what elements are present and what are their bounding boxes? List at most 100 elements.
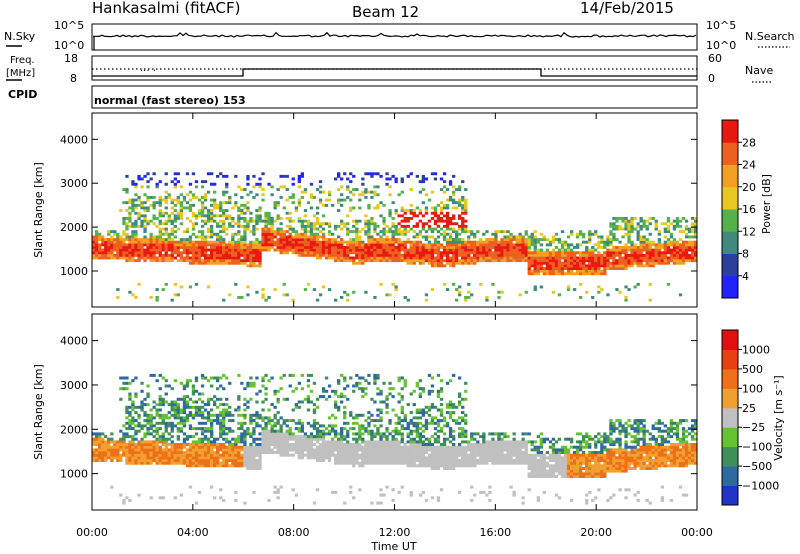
heatmap-cell [445, 198, 450, 202]
heatmap-cell [430, 251, 435, 255]
heatmap-cell [140, 453, 144, 457]
heatmap-cell [687, 256, 692, 260]
heatmap-cell [557, 293, 562, 297]
heatmap-cell [527, 235, 531, 239]
heatmap-cell [309, 451, 314, 454]
heatmap-cell [367, 251, 371, 255]
heatmap-cell [397, 230, 401, 234]
heatmap-cell [255, 243, 259, 247]
cpid-label: CPID [8, 88, 37, 101]
heatmap-cell [297, 217, 301, 220]
heatmap-cell [270, 246, 274, 249]
heatmap-cell [261, 443, 265, 446]
heatmap-cell [240, 445, 244, 449]
heatmap-cell [352, 261, 356, 265]
heatmap-cell [219, 256, 223, 260]
heatmap-cell [170, 180, 174, 184]
heatmap-cell [176, 411, 180, 415]
heatmap-cell [273, 445, 277, 449]
heatmap-cell [128, 459, 132, 462]
heatmap-cell [173, 405, 177, 409]
heatmap-cell [376, 413, 380, 417]
heatmap-cell [445, 211, 450, 215]
heatmap-cell [137, 256, 141, 260]
heatmap-cell [349, 427, 353, 431]
heatmap-cell [409, 256, 413, 260]
heatmap-cell [276, 419, 280, 423]
heatmap-cell [258, 467, 262, 470]
heatmap-cell [406, 432, 410, 436]
heatmap-cell [542, 256, 546, 260]
heatmap-cell [346, 461, 350, 465]
heatmap-cell [291, 435, 295, 439]
heatmap-cell [164, 451, 168, 454]
heatmap-cell [246, 253, 250, 257]
heatmap-cell [424, 421, 429, 425]
heatmap-cell [415, 224, 419, 228]
heatmap-cell [225, 261, 229, 265]
heatmap-cell [367, 235, 371, 239]
heatmap-cell [397, 400, 401, 404]
heatmap-cell [261, 451, 265, 454]
heatmap-cell [557, 272, 562, 276]
heatmap-cell [654, 222, 658, 226]
heatmap-cell [364, 224, 368, 228]
heatmap-cell [249, 248, 253, 252]
heatmap-cell [104, 243, 108, 247]
heatmap-cell [334, 253, 338, 257]
heatmap-cell [203, 243, 208, 247]
heatmap-cell [364, 196, 368, 199]
heatmap-cell [176, 451, 180, 454]
heatmap-cell [609, 251, 613, 255]
heatmap-cell [455, 230, 459, 234]
heatmap-cell [497, 256, 501, 260]
heatmap-cell [179, 259, 183, 263]
heatmap-cell [113, 230, 117, 234]
heatmap-cell [340, 222, 344, 226]
heatmap-cell [179, 243, 183, 247]
heatmap-cell [503, 253, 507, 257]
heatmap-cell [185, 259, 190, 263]
heatmap-cell [240, 461, 244, 465]
heatmap-cell [566, 256, 571, 260]
heatmap-cell [282, 435, 286, 439]
heatmap-cell [645, 256, 649, 260]
heatmap-cell [249, 459, 253, 462]
heatmap-cell [143, 248, 147, 252]
heatmap-cell [197, 198, 202, 202]
heatmap-cell [527, 256, 531, 260]
heatmap-cell [131, 408, 135, 412]
heatmap-cell [237, 253, 241, 257]
heatmap-cell [612, 259, 616, 263]
heatmap-cell [279, 222, 283, 226]
heatmap-cell [206, 403, 211, 407]
heatmap-cell [391, 238, 395, 241]
heatmap-cell [312, 243, 317, 247]
heatmap-cell [258, 461, 262, 465]
heatmap-cell [131, 222, 135, 226]
heatmap-cell [488, 240, 492, 244]
heatmap-cell [594, 230, 598, 234]
heatmap-cell [533, 269, 537, 273]
heatmap-cell [385, 238, 389, 241]
heatmap-cell [282, 240, 286, 244]
heatmap-cell [458, 259, 462, 263]
heatmap-cell [188, 464, 193, 468]
heatmap-cell [110, 240, 114, 244]
heatmap-cell [288, 437, 292, 441]
heatmap-cell [388, 240, 392, 244]
heatmap-cell [161, 403, 165, 407]
heatmap-cell [470, 230, 474, 234]
heatmap-cell [219, 461, 223, 465]
heatmap-cell [194, 251, 199, 255]
heatmap-cell [500, 259, 504, 263]
heatmap-cell [203, 193, 208, 197]
heatmap-cell [482, 248, 486, 252]
heatmap-cell [370, 445, 374, 449]
heatmap-cell [110, 238, 114, 241]
heatmap-cell [297, 232, 301, 236]
heatmap-cell [364, 248, 368, 252]
heatmap-cell [318, 429, 323, 433]
heatmap-cell [412, 211, 416, 215]
heatmap-cell [134, 248, 138, 252]
